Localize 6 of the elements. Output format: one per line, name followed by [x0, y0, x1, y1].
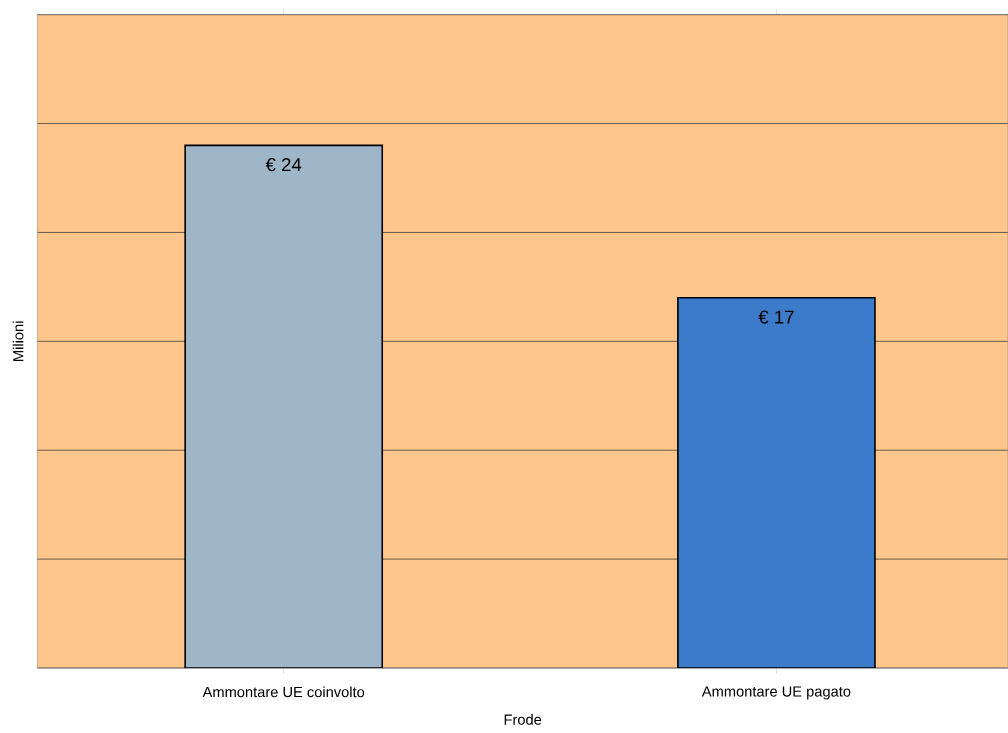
data-label: € 17 — [758, 310, 794, 324]
x-tick-label: Ammontare UE coinvolto — [202, 686, 365, 698]
x-tick-label: Ammontare UE pagato — [701, 686, 851, 700]
data-label: € 24 — [265, 157, 302, 172]
x-axis-title: Frode — [504, 713, 542, 725]
y-axis-title: Milioni — [12, 321, 24, 361]
